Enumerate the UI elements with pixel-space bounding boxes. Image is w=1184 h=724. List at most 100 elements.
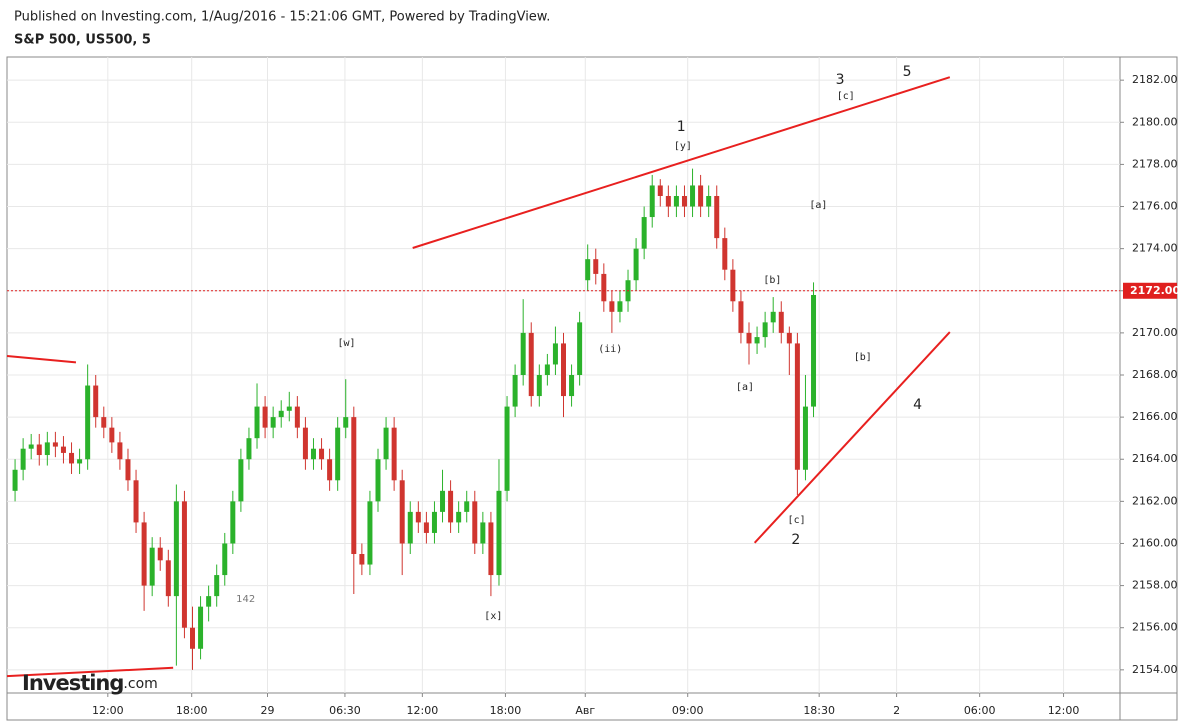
y-tick-label: 2182.00 — [1132, 73, 1178, 86]
candle-body — [343, 417, 349, 428]
candle-body — [738, 301, 744, 333]
y-tick-label: 2176.00 — [1132, 200, 1178, 213]
candle-body — [60, 446, 66, 453]
candle-body — [770, 311, 776, 323]
candle-body — [367, 501, 373, 565]
candle-body — [730, 269, 736, 302]
published: Published on Investing.com, 1/Aug/2016 -… — [14, 10, 550, 25]
x-tick-label: 06:00 — [964, 704, 996, 717]
wave-label: 3 — [836, 72, 845, 88]
candle-body — [794, 343, 800, 470]
y-tick-label: 2156.00 — [1132, 621, 1178, 634]
candle-body — [77, 459, 83, 464]
candle-body — [714, 195, 720, 239]
trend-line — [6, 355, 77, 364]
candle-body — [552, 343, 558, 365]
y-tick-label: 2158.00 — [1132, 579, 1178, 592]
wave-label: [b] — [854, 352, 872, 363]
candle-body — [617, 301, 623, 312]
candle-body — [512, 375, 518, 407]
candle-body — [181, 501, 187, 628]
x-tick-label: 18:00 — [176, 704, 208, 717]
candle-body — [407, 511, 413, 544]
candle-body — [190, 627, 195, 649]
candle-body — [520, 332, 526, 375]
candle-body — [302, 427, 308, 460]
wave-label: [a] — [736, 382, 754, 393]
x-tick-label: 06:30 — [329, 704, 361, 717]
candle-body — [649, 185, 655, 218]
candle-body — [198, 606, 204, 649]
candle-body — [254, 406, 260, 439]
candle-body — [480, 522, 486, 544]
candle-body — [423, 522, 429, 533]
candle-body — [633, 248, 639, 281]
x-tick-label: 09:00 — [672, 704, 704, 717]
candle-body — [246, 438, 252, 460]
candle-body — [230, 501, 236, 544]
candle-body — [609, 301, 615, 312]
candle-body — [698, 185, 704, 207]
candle-body — [472, 501, 478, 544]
x-tick-label: 12:00 — [1048, 704, 1080, 717]
candle-body — [706, 195, 712, 207]
wave-label: [c] — [788, 515, 806, 526]
candle-body — [440, 490, 446, 512]
wave-label: [y] — [674, 141, 692, 152]
candle-body — [802, 406, 808, 470]
candle-body — [133, 480, 139, 523]
candle-body — [786, 332, 792, 344]
candle-body — [117, 442, 123, 460]
candle-body — [319, 448, 325, 460]
candle-body — [811, 294, 817, 407]
candle-body — [278, 410, 284, 418]
trend-line — [412, 76, 951, 249]
candle-body — [528, 332, 534, 397]
candle-body — [149, 547, 155, 586]
x-tick-label: 18:30 — [803, 704, 835, 717]
wave-label: [w] — [338, 338, 356, 349]
candle-body — [36, 444, 42, 456]
candle-body — [673, 195, 679, 207]
x-tick-label: 29 — [261, 704, 275, 717]
last-price-label: 2172.00 — [1130, 284, 1180, 297]
candle-body — [69, 452, 75, 464]
wave-label: [c] — [837, 91, 855, 102]
trend-line — [753, 331, 951, 544]
symbol: S&P 500, US500, 5 — [14, 33, 151, 48]
candle-body — [399, 480, 405, 544]
candle-body — [722, 238, 728, 270]
x-tick-label: 12:00 — [407, 704, 439, 717]
candle-body — [448, 490, 454, 523]
candle-body — [641, 217, 647, 249]
frame — [6, 56, 1178, 721]
wave-label: (ii) — [598, 344, 622, 355]
candle-body — [690, 185, 696, 207]
candle-body — [286, 406, 292, 411]
candle-body — [544, 364, 550, 375]
candle-body — [28, 444, 34, 449]
x-tick-label: 2 — [893, 704, 900, 717]
candle-body — [101, 417, 107, 428]
candle-body — [335, 427, 341, 481]
candle-body — [222, 543, 228, 576]
candle-body — [391, 427, 397, 481]
wave-label: 142 — [236, 594, 255, 605]
candle-body — [125, 459, 131, 481]
candle-body — [456, 511, 462, 523]
candle-body — [359, 554, 365, 565]
candle-body — [657, 185, 663, 196]
candle-body — [746, 332, 752, 344]
y-tick-label: 2178.00 — [1132, 157, 1178, 170]
wave-label: [x] — [484, 611, 502, 622]
y-tick-label: 2174.00 — [1132, 242, 1178, 255]
last-price-box — [1123, 282, 1177, 299]
candle-body — [270, 417, 276, 428]
x-tick-label: 12:00 — [92, 704, 124, 717]
wave-label: [b] — [763, 275, 781, 286]
candle-body — [415, 511, 421, 523]
candle-body — [238, 459, 244, 502]
candle-body — [20, 448, 26, 470]
candle-body — [262, 406, 268, 428]
